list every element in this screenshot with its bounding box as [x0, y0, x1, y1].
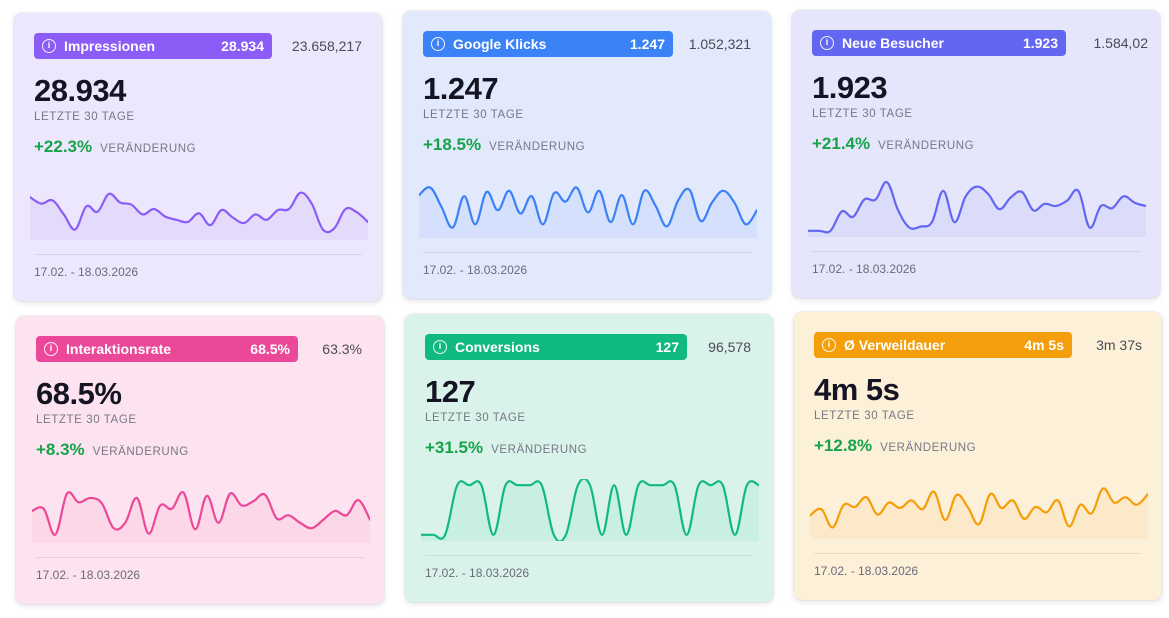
- divider: [425, 555, 753, 556]
- total-value: 23.658,217: [291, 38, 362, 54]
- metric-badge: i Google Klicks 1.247: [423, 31, 673, 57]
- change-value: +18.5%: [423, 135, 482, 154]
- info-icon[interactable]: i: [433, 340, 447, 354]
- divider: [812, 251, 1140, 252]
- metric-label: Google Klicks: [453, 36, 547, 52]
- sparkline-line: [30, 191, 368, 234]
- change-value: +31.5%: [425, 438, 484, 457]
- change-label: VERÄNDERUNG: [92, 446, 189, 458]
- period-label: LETZTE 30 TAGE: [812, 108, 913, 120]
- change-row: +12.8% VERÄNDERUNG: [814, 436, 976, 456]
- change-value: +8.3%: [36, 440, 85, 459]
- metric-label: Ø Verweildauer: [844, 337, 946, 353]
- divider: [814, 553, 1142, 554]
- metric-value: 4m 5s: [814, 372, 900, 407]
- badge-value: 28.934: [221, 38, 264, 54]
- divider: [34, 254, 362, 255]
- sparkline-line: [808, 181, 1146, 234]
- total-value: 63.3%: [322, 341, 362, 357]
- change-row: +31.5% VERÄNDERUNG: [425, 438, 587, 458]
- badge-value: 1.923: [1022, 35, 1058, 51]
- metric-label: Interaktionsrate: [66, 341, 172, 357]
- sparkline-line: [32, 491, 370, 536]
- total-value: 1.584,02: [1093, 35, 1149, 51]
- metric-value: 28.934: [34, 73, 126, 108]
- metric-value: 68.5%: [36, 376, 122, 411]
- info-icon[interactable]: i: [431, 37, 445, 51]
- sparkline-chart: [32, 491, 370, 543]
- metric-card-interaktionsrate: i Interaktionsrate 68.5% 63.3% 68.5% LET…: [16, 316, 384, 604]
- change-label: VERÄNDERUNG: [878, 140, 975, 152]
- info-icon[interactable]: i: [822, 338, 836, 352]
- sparkline-area: [30, 192, 368, 240]
- metric-badge: i Ø Verweildauer 4m 5s: [814, 332, 1072, 358]
- sparkline-chart: [30, 191, 368, 240]
- sparkline-chart: [421, 479, 759, 541]
- metric-badge: i Interaktionsrate 68.5%: [36, 336, 298, 362]
- metric-badge: i Impressionen 28.934: [34, 33, 272, 59]
- badge-value: 1.247: [629, 36, 665, 52]
- sparkline-area: [810, 488, 1148, 539]
- date-range: 17.02. - 18.03.2026: [423, 263, 528, 277]
- change-value: +21.4%: [812, 134, 871, 153]
- sparkline-chart: [810, 487, 1148, 539]
- info-icon[interactable]: i: [42, 39, 56, 53]
- metric-card-impressionen: i Impressionen 28.934 23.658,217 28.934 …: [14, 13, 382, 301]
- period-label: LETZTE 30 TAGE: [425, 412, 526, 424]
- sparkline-line: [810, 487, 1148, 529]
- info-icon[interactable]: i: [820, 36, 834, 50]
- change-value: +22.3%: [34, 137, 93, 156]
- date-range: 17.02. - 18.03.2026: [34, 265, 139, 279]
- metric-label: Neue Besucher: [842, 35, 944, 51]
- date-range: 17.02. - 18.03.2026: [814, 564, 919, 578]
- change-value: +12.8%: [814, 436, 873, 455]
- metric-badge: i Neue Besucher 1.923: [812, 30, 1066, 56]
- sparkline-chart: [808, 181, 1146, 237]
- date-range: 17.02. - 18.03.2026: [425, 566, 530, 580]
- metric-value: 1.923: [812, 70, 888, 105]
- change-row: +22.3% VERÄNDERUNG: [34, 137, 196, 157]
- metric-card-verweildauer: i Ø Verweildauer 4m 5s 3m 37s 4m 5s LETZ…: [794, 312, 1162, 600]
- change-row: +21.4% VERÄNDERUNG: [812, 134, 974, 154]
- period-label: LETZTE 30 TAGE: [36, 414, 137, 426]
- change-label: VERÄNDERUNG: [880, 442, 977, 454]
- info-icon[interactable]: i: [44, 342, 58, 356]
- change-label: VERÄNDERUNG: [491, 444, 588, 456]
- total-value: 3m 37s: [1096, 337, 1142, 353]
- metric-value: 127: [425, 374, 476, 409]
- badge-value: 127: [655, 339, 679, 355]
- badge-value: 68.5%: [250, 341, 290, 357]
- metric-card-conversions: i Conversions 127 96,578 127 LETZTE 30 T…: [405, 314, 773, 602]
- change-label: VERÄNDERUNG: [489, 141, 586, 153]
- total-value: 96,578: [708, 339, 751, 355]
- total-value: 1.052,321: [688, 36, 751, 52]
- sparkline-line: [419, 186, 757, 229]
- metric-card-google-klicks: i Google Klicks 1.247 1.052,321 1.247 LE…: [403, 11, 771, 299]
- metric-label: Impressionen: [64, 38, 156, 54]
- metric-card-neue-besucher: i Neue Besucher 1.923 1.584,02 1.923 LET…: [792, 10, 1160, 298]
- metric-label: Conversions: [455, 339, 540, 355]
- divider: [423, 252, 751, 253]
- badge-value: 4m 5s: [1024, 337, 1064, 353]
- metric-badge: i Conversions 127: [425, 334, 687, 360]
- change-row: +8.3% VERÄNDERUNG: [36, 440, 189, 460]
- change-label: VERÄNDERUNG: [100, 143, 197, 155]
- date-range: 17.02. - 18.03.2026: [36, 568, 141, 582]
- period-label: LETZTE 30 TAGE: [814, 410, 915, 422]
- change-row: +18.5% VERÄNDERUNG: [423, 135, 585, 155]
- sparkline-line: [421, 479, 759, 541]
- metric-value: 1.247: [423, 71, 499, 106]
- period-label: LETZTE 30 TAGE: [423, 109, 524, 121]
- period-label: LETZTE 30 TAGE: [34, 111, 135, 123]
- sparkline-chart: [419, 186, 757, 238]
- divider: [36, 557, 364, 558]
- sparkline-area: [421, 479, 759, 541]
- date-range: 17.02. - 18.03.2026: [812, 262, 917, 276]
